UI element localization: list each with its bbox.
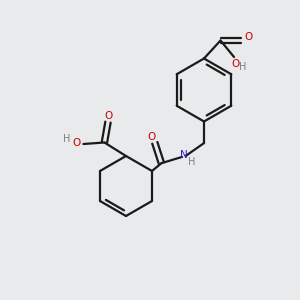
Text: O: O <box>148 132 156 142</box>
Text: O: O <box>231 58 240 69</box>
Text: H: H <box>63 134 70 144</box>
Text: O: O <box>244 32 252 43</box>
Text: O: O <box>73 138 81 148</box>
Text: H: H <box>239 61 247 72</box>
Text: N: N <box>180 150 188 160</box>
Text: H: H <box>188 157 196 167</box>
Text: O: O <box>104 110 113 121</box>
